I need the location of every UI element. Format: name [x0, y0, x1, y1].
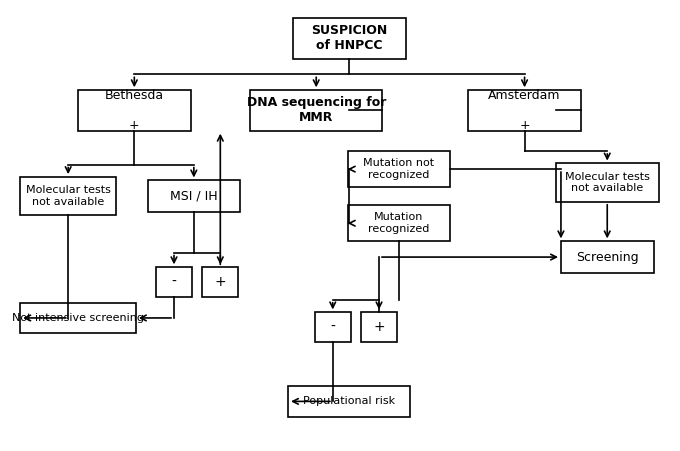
Text: -: - — [330, 320, 335, 334]
Text: MSI / IH: MSI / IH — [170, 190, 218, 202]
FancyBboxPatch shape — [556, 164, 658, 202]
Text: DNA sequencing for
MMR: DNA sequencing for MMR — [247, 97, 386, 124]
Text: +: + — [373, 320, 385, 334]
Text: Mutation not
recognized: Mutation not recognized — [363, 158, 435, 180]
FancyBboxPatch shape — [20, 177, 116, 216]
FancyBboxPatch shape — [561, 241, 653, 273]
Text: Amsterdam

+: Amsterdam + — [488, 89, 561, 132]
FancyBboxPatch shape — [250, 90, 382, 131]
FancyBboxPatch shape — [78, 90, 190, 131]
FancyBboxPatch shape — [202, 267, 239, 297]
FancyBboxPatch shape — [156, 267, 192, 297]
Text: +: + — [214, 275, 226, 289]
Text: Molecular tests
not available: Molecular tests not available — [26, 185, 111, 207]
Text: SUSPICION
of HNPCC: SUSPICION of HNPCC — [311, 24, 388, 52]
FancyBboxPatch shape — [361, 312, 397, 342]
Text: Populational risk: Populational risk — [303, 396, 395, 406]
FancyBboxPatch shape — [315, 312, 351, 342]
FancyBboxPatch shape — [293, 18, 405, 59]
Text: Mutation
recognized: Mutation recognized — [368, 212, 430, 234]
Text: -: - — [171, 275, 176, 289]
FancyBboxPatch shape — [347, 151, 450, 187]
FancyBboxPatch shape — [288, 386, 411, 417]
FancyBboxPatch shape — [20, 303, 136, 333]
Text: Not intensive screening: Not intensive screening — [12, 313, 144, 323]
Text: Bethesda

+: Bethesda + — [105, 89, 164, 132]
Text: Molecular tests
not available: Molecular tests not available — [565, 172, 649, 193]
FancyBboxPatch shape — [347, 205, 450, 241]
Text: Screening: Screening — [576, 251, 639, 263]
FancyBboxPatch shape — [148, 180, 240, 212]
FancyBboxPatch shape — [469, 90, 581, 131]
